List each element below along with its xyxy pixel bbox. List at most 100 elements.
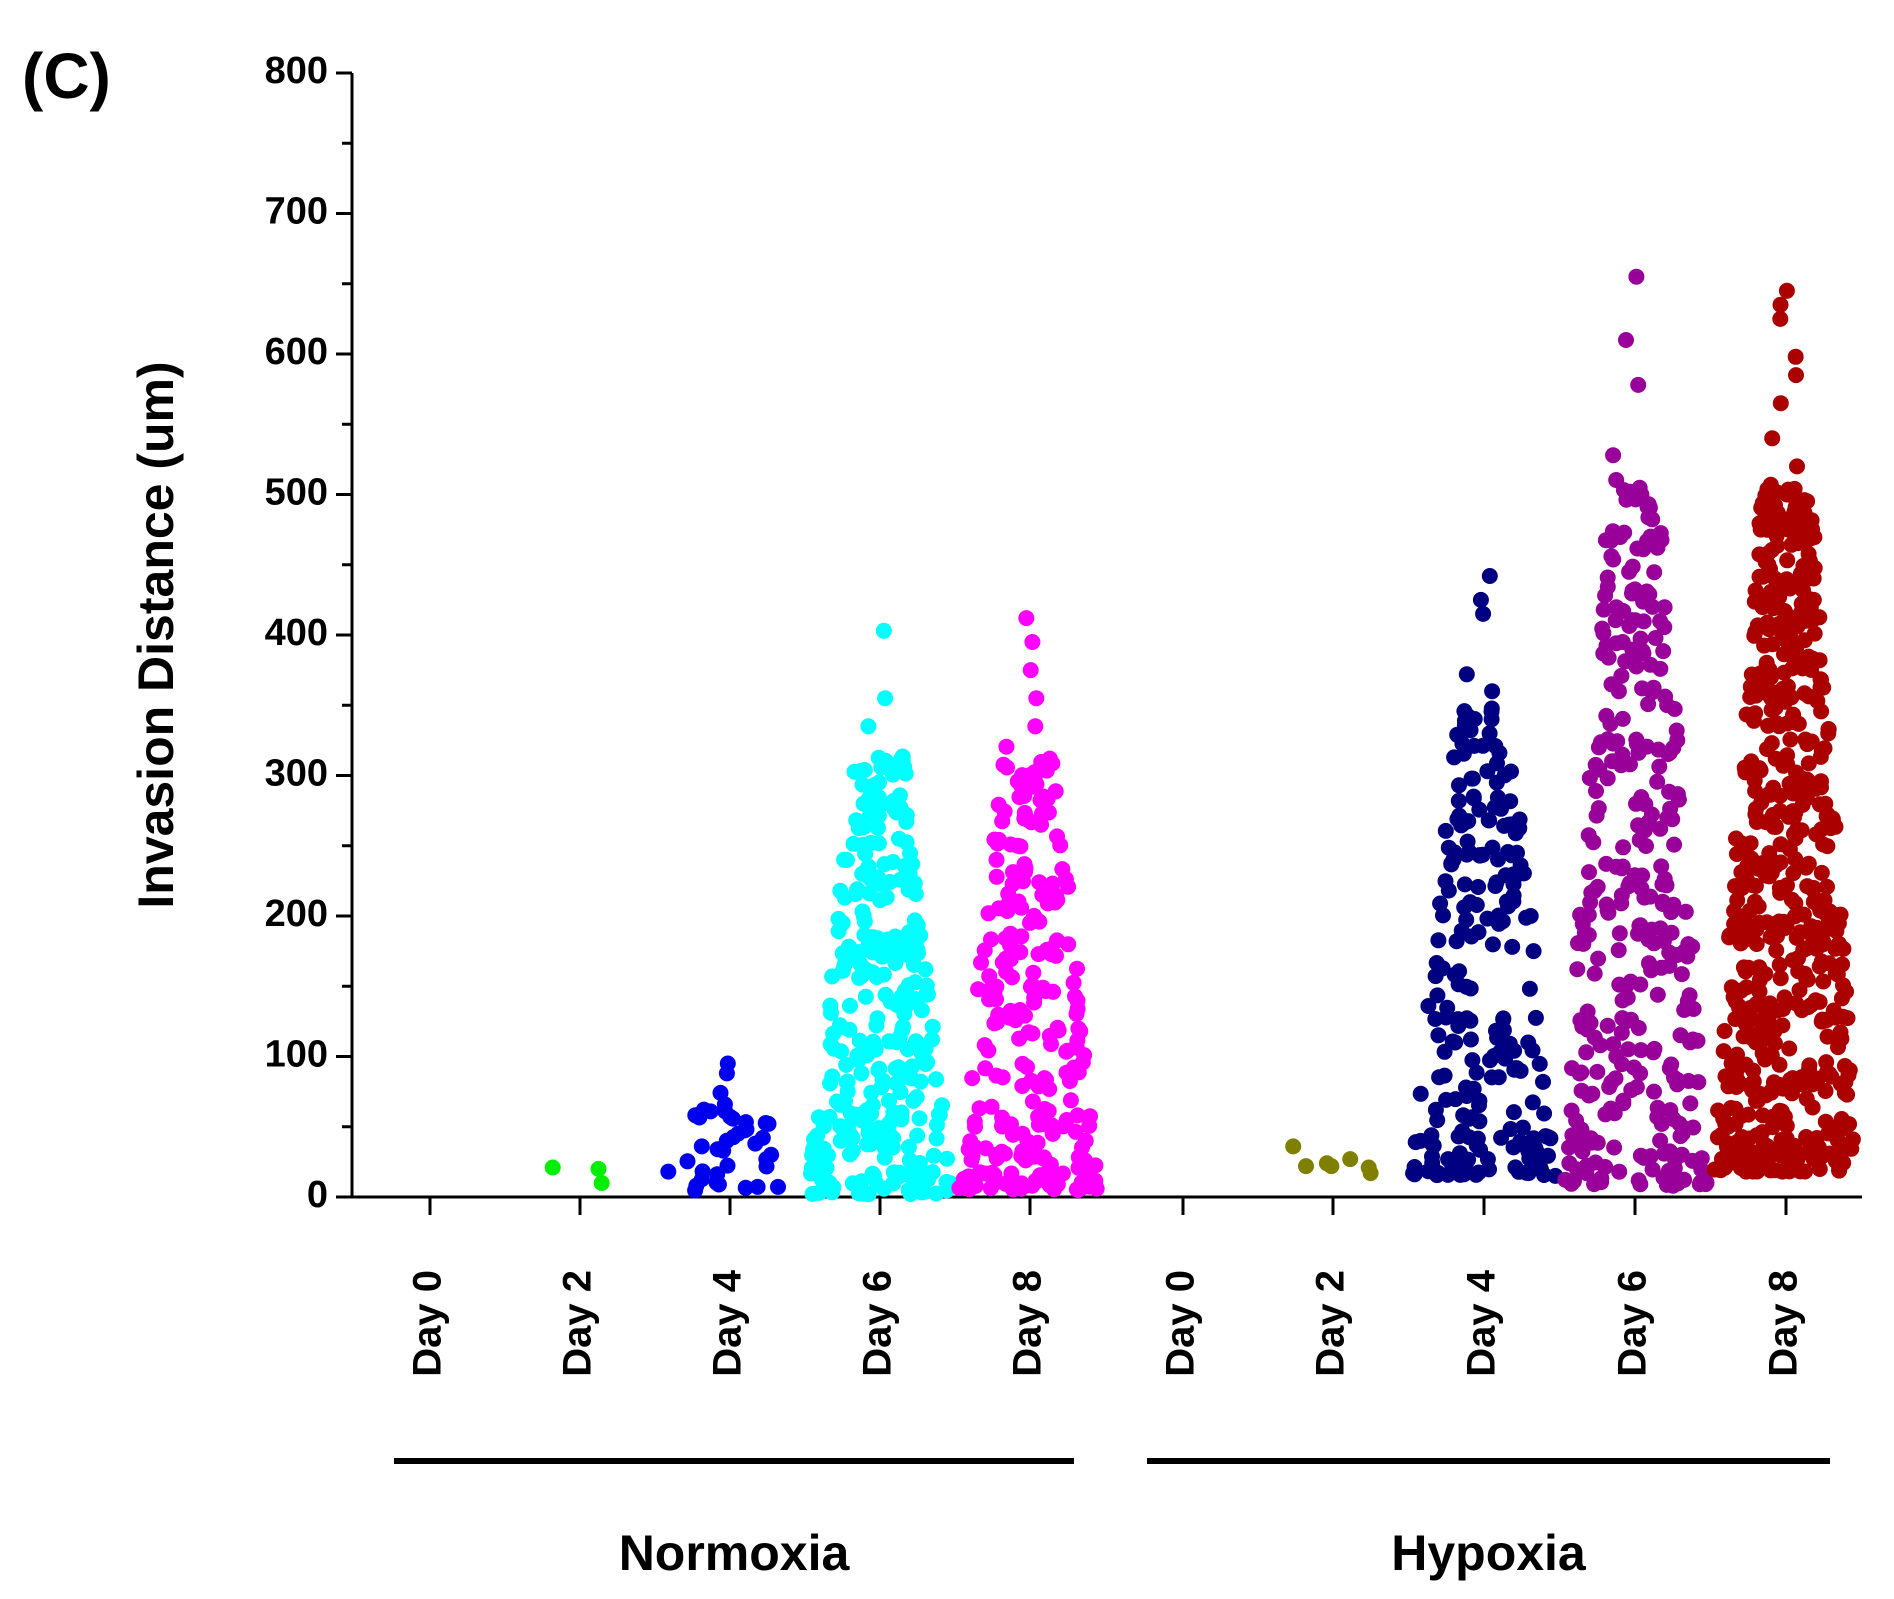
data-point (1795, 906, 1812, 923)
data-point (1748, 936, 1765, 952)
data-point (1808, 940, 1825, 957)
data-point (1024, 1025, 1041, 1042)
data-point (819, 1180, 836, 1197)
data-point (1772, 802, 1788, 819)
data-point (1757, 553, 1774, 570)
data-point (1776, 646, 1792, 663)
data-point (1644, 1161, 1661, 1178)
data-point (1588, 783, 1604, 799)
data-point (913, 1002, 930, 1019)
data-point (1589, 878, 1606, 895)
data-point (1605, 1036, 1622, 1053)
data-point (1505, 1104, 1522, 1121)
data-point (804, 1147, 821, 1164)
data-point (1833, 1030, 1850, 1047)
data-point (1486, 799, 1503, 816)
data-point (1772, 310, 1789, 327)
data-point (1813, 864, 1830, 881)
data-point (1059, 1042, 1076, 1059)
data-point (1680, 1073, 1697, 1089)
data-point (1011, 789, 1028, 806)
data-point (1738, 979, 1755, 996)
data-point (1794, 796, 1811, 813)
data-point (1633, 1042, 1649, 1059)
data-point (1580, 827, 1597, 844)
data-point (1003, 1165, 1020, 1182)
data-point (1504, 938, 1521, 955)
data-point (1067, 988, 1083, 1005)
data-point (1779, 552, 1796, 569)
data-point (1635, 613, 1652, 630)
data-point (997, 950, 1014, 967)
data-point (1048, 947, 1064, 964)
data-point (1016, 856, 1033, 873)
data-point (1618, 491, 1635, 508)
data-point (1049, 892, 1066, 908)
data-point (884, 1139, 901, 1156)
data-point (995, 756, 1012, 773)
data-point (1590, 950, 1607, 967)
data-point (1817, 1083, 1834, 1099)
y-tick-label: 500 (265, 472, 328, 514)
data-point (1597, 532, 1614, 549)
data-point (1590, 800, 1607, 817)
data-point (918, 986, 935, 1003)
data-point (1447, 1091, 1464, 1108)
data-point (928, 1185, 945, 1202)
series-points (544, 1159, 610, 1191)
data-point (1788, 367, 1804, 384)
data-point (1018, 610, 1035, 627)
data-point (1764, 1108, 1781, 1125)
data-point (1788, 929, 1805, 946)
data-point (1632, 630, 1649, 647)
data-point (1661, 744, 1678, 761)
data-point (905, 1092, 922, 1109)
data-point (1013, 928, 1030, 945)
data-point (1045, 983, 1062, 1000)
data-point (1643, 962, 1660, 979)
data-point (928, 1071, 945, 1088)
data-point (1360, 1159, 1377, 1176)
data-point (1437, 822, 1454, 839)
data-point (1512, 1062, 1529, 1079)
data-point (856, 926, 873, 943)
data-point (1615, 839, 1632, 856)
data-points (544, 268, 1861, 1203)
data-point (1747, 878, 1764, 894)
data-point (1643, 921, 1660, 938)
data-point (862, 834, 879, 851)
data-point (1614, 858, 1631, 875)
data-point (834, 915, 851, 931)
data-point (1644, 511, 1661, 528)
data-point (1443, 856, 1460, 873)
data-point (875, 966, 892, 983)
data-point (724, 1110, 741, 1127)
data-point (1803, 997, 1820, 1013)
data-point (869, 1010, 886, 1027)
data-point (853, 818, 870, 835)
data-point (994, 813, 1011, 830)
data-point (1000, 885, 1017, 902)
data-point (1787, 851, 1804, 868)
data-point (1067, 1123, 1084, 1140)
data-point (1835, 977, 1851, 994)
data-point (1813, 779, 1829, 796)
data-point (1011, 1030, 1028, 1047)
data-point (1450, 792, 1467, 809)
data-point (1065, 974, 1082, 991)
data-point (1601, 1079, 1618, 1095)
data-point (1716, 1023, 1733, 1039)
data-point (822, 997, 839, 1014)
data-point (885, 1104, 902, 1121)
data-point (902, 845, 918, 862)
data-point (986, 1015, 1003, 1032)
x-tick-label: Day 0 (406, 1270, 450, 1377)
data-point (1298, 1158, 1314, 1175)
data-point (863, 778, 880, 795)
data-point (1430, 1027, 1447, 1044)
y-tick-label: 700 (265, 191, 328, 233)
data-point (1468, 1064, 1485, 1081)
data-point (1811, 1149, 1828, 1165)
data-point (1757, 1051, 1773, 1068)
data-point (874, 876, 891, 892)
